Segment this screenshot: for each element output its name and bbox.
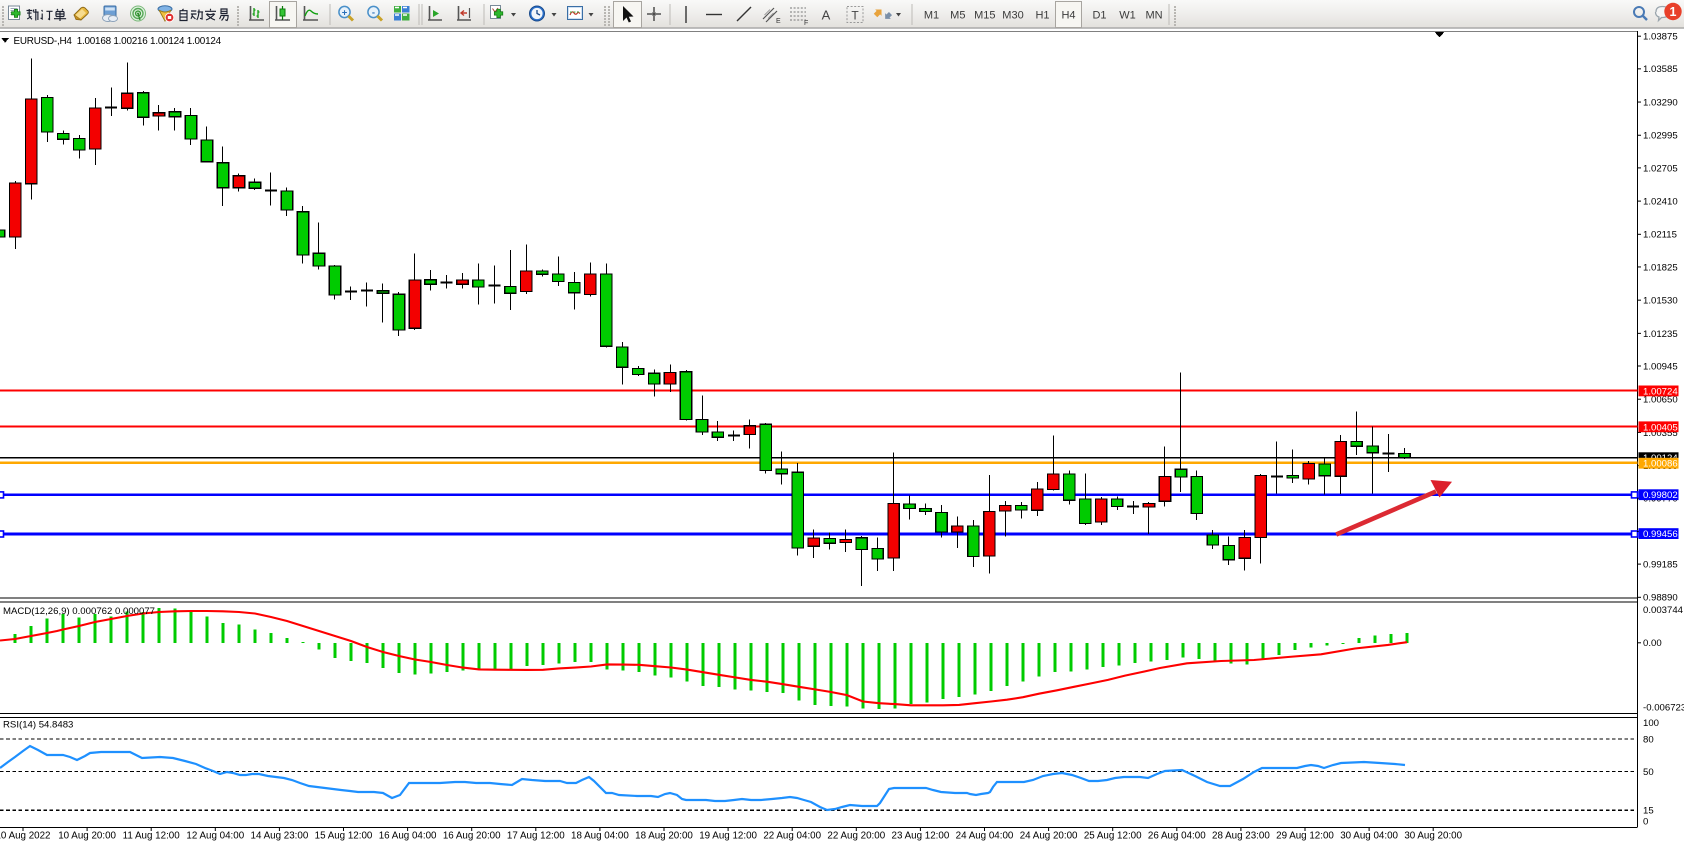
svg-text:EURUSD-,H4 1.00168 1.00216 1.: EURUSD-,H4 1.00168 1.00216 1.00124 1.001… <box>14 36 222 47</box>
svg-text:1.01530: 1.01530 <box>1643 296 1678 307</box>
svg-text:26 Aug 04:00: 26 Aug 04:00 <box>1148 830 1206 841</box>
svg-text:23 Aug 12:00: 23 Aug 12:00 <box>892 830 950 841</box>
svg-text:A: A <box>822 8 831 23</box>
svg-text:22 Aug 20:00: 22 Aug 20:00 <box>827 830 885 841</box>
svg-text:28 Aug 23:00: 28 Aug 23:00 <box>1212 830 1270 841</box>
svg-text:M15: M15 <box>974 10 995 22</box>
svg-text:1.00650: 1.00650 <box>1643 395 1678 406</box>
svg-text:12 Aug 04:00: 12 Aug 04:00 <box>186 830 244 841</box>
svg-text:15: 15 <box>1643 806 1654 817</box>
svg-text:RSI(14) 54.8483: RSI(14) 54.8483 <box>3 720 73 731</box>
svg-text:1.01235: 1.01235 <box>1643 329 1678 340</box>
svg-text:14 Aug 23:00: 14 Aug 23:00 <box>251 830 309 841</box>
svg-text:M5: M5 <box>950 10 965 22</box>
svg-text:MACD(12,26,9) 0.000762 0.00007: MACD(12,26,9) 0.000762 0.000077 <box>3 606 155 617</box>
svg-text:-0.006723: -0.006723 <box>1643 702 1684 713</box>
svg-text:16 Aug 04:00: 16 Aug 04:00 <box>379 830 437 841</box>
svg-text:0: 0 <box>1643 816 1648 827</box>
svg-text:0.99802: 0.99802 <box>1643 490 1678 501</box>
svg-text:1.02410: 1.02410 <box>1643 197 1678 208</box>
svg-text:1: 1 <box>1670 5 1677 19</box>
svg-text:30 Aug 04:00: 30 Aug 04:00 <box>1340 830 1398 841</box>
svg-text:18 Aug 20:00: 18 Aug 20:00 <box>635 830 693 841</box>
svg-text:30 Aug 20:00: 30 Aug 20:00 <box>1404 830 1462 841</box>
svg-text:H1: H1 <box>1035 10 1049 22</box>
svg-text:1.00355: 1.00355 <box>1643 428 1678 439</box>
svg-text:+: + <box>342 7 348 18</box>
svg-text:22 Aug 04:00: 22 Aug 04:00 <box>763 830 821 841</box>
svg-text:0.99456: 0.99456 <box>1643 529 1678 540</box>
svg-text:10 Aug 20:00: 10 Aug 20:00 <box>58 830 116 841</box>
svg-text:16 Aug 20:00: 16 Aug 20:00 <box>443 830 501 841</box>
svg-text:M30: M30 <box>1002 10 1023 22</box>
svg-text:18 Aug 04:00: 18 Aug 04:00 <box>571 830 629 841</box>
svg-text:F: F <box>804 20 808 27</box>
svg-text:80: 80 <box>1643 734 1654 745</box>
svg-text:0.00: 0.00 <box>1643 638 1662 649</box>
svg-text:-: - <box>372 7 375 18</box>
svg-text:29 Aug 12:00: 29 Aug 12:00 <box>1276 830 1334 841</box>
svg-text:24 Aug 04:00: 24 Aug 04:00 <box>956 830 1014 841</box>
svg-text:1.02705: 1.02705 <box>1643 163 1678 174</box>
svg-text:1.01825: 1.01825 <box>1643 262 1678 273</box>
svg-text:100: 100 <box>1643 718 1659 729</box>
svg-text:17 Aug 12:00: 17 Aug 12:00 <box>507 830 565 841</box>
svg-text:15 Aug 12:00: 15 Aug 12:00 <box>315 830 373 841</box>
svg-text:1.03585: 1.03585 <box>1643 64 1678 75</box>
svg-text:1.00945: 1.00945 <box>1643 361 1678 372</box>
svg-text:1.00086: 1.00086 <box>1643 459 1678 470</box>
svg-text:T: T <box>851 9 859 23</box>
svg-text:W1: W1 <box>1119 10 1136 22</box>
svg-text:1.03875: 1.03875 <box>1643 32 1678 43</box>
svg-text:H4: H4 <box>1061 10 1075 22</box>
svg-text:1.00405: 1.00405 <box>1643 422 1678 433</box>
svg-text:1.03290: 1.03290 <box>1643 97 1678 108</box>
svg-text:0.99185: 0.99185 <box>1643 560 1678 571</box>
svg-text:1.02995: 1.02995 <box>1643 131 1678 142</box>
svg-text:M1: M1 <box>924 10 939 22</box>
svg-text:MN: MN <box>1145 10 1162 22</box>
svg-text:0.98890: 0.98890 <box>1643 593 1678 604</box>
svg-text:1.00724: 1.00724 <box>1643 386 1678 397</box>
svg-text:0.003744: 0.003744 <box>1643 605 1684 616</box>
svg-text:25 Aug 12:00: 25 Aug 12:00 <box>1084 830 1142 841</box>
svg-text:50: 50 <box>1643 767 1654 778</box>
svg-text:E: E <box>776 18 781 25</box>
svg-text:24 Aug 20:00: 24 Aug 20:00 <box>1020 830 1078 841</box>
svg-text:11 Aug 12:00: 11 Aug 12:00 <box>123 830 181 841</box>
svg-text:D1: D1 <box>1092 10 1106 22</box>
svg-text:10 Aug 2022: 10 Aug 2022 <box>0 830 51 841</box>
svg-text:19 Aug 12:00: 19 Aug 12:00 <box>699 830 757 841</box>
svg-text:1.02115: 1.02115 <box>1643 230 1677 241</box>
